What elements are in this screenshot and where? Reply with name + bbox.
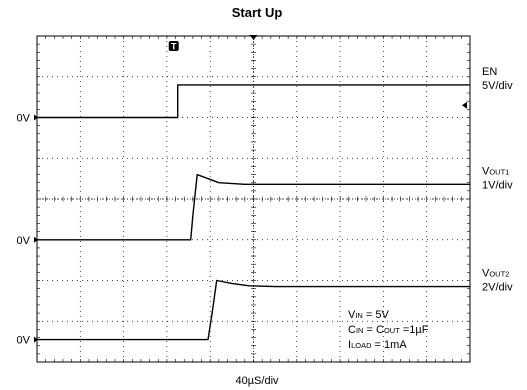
trace-scale-2: 1V/div	[482, 179, 513, 191]
trace-3	[37, 279, 470, 341]
annotations: VIN = 5V CIN = COUT =1µF ILOAD = 1mA	[348, 309, 429, 351]
trigger-position-marker	[249, 35, 258, 40]
ground-label-2: 0V	[17, 235, 31, 247]
trigger-marker-label: T	[171, 42, 177, 52]
trace-labels: 0V EN 5V/div 0V VOUT1 1V/div 0V VOUT2 2V/div	[17, 66, 514, 347]
traces	[37, 84, 470, 341]
ground-label-3: 0V	[17, 335, 31, 347]
x-axis-label: 40µS/div	[235, 375, 279, 387]
trace-name-1: EN	[482, 66, 497, 78]
trigger-marker	[168, 41, 179, 51]
ground-label-1: 0V	[17, 113, 31, 125]
ground-marker-2	[34, 236, 38, 243]
chart-title: Start Up	[232, 5, 283, 20]
graticule	[37, 36, 470, 362]
annotation-3: ILOAD = 1mA	[348, 339, 407, 351]
trigger-level-marker	[462, 101, 467, 109]
annotation-1: VIN = 5V	[348, 309, 389, 321]
ground-marker-3	[34, 336, 38, 343]
trace-1	[37, 84, 470, 119]
trace-2	[37, 173, 470, 241]
trace-name-3: VOUT2	[482, 268, 509, 280]
trace-scale-1: 5V/div	[482, 80, 513, 92]
markers: T	[168, 35, 467, 109]
trace-name-2: VOUT1	[482, 165, 509, 177]
trace-scale-3: 2V/div	[482, 282, 513, 294]
ground-marker-1	[34, 114, 38, 121]
annotation-2: CIN = COUT =1µF	[348, 324, 429, 336]
